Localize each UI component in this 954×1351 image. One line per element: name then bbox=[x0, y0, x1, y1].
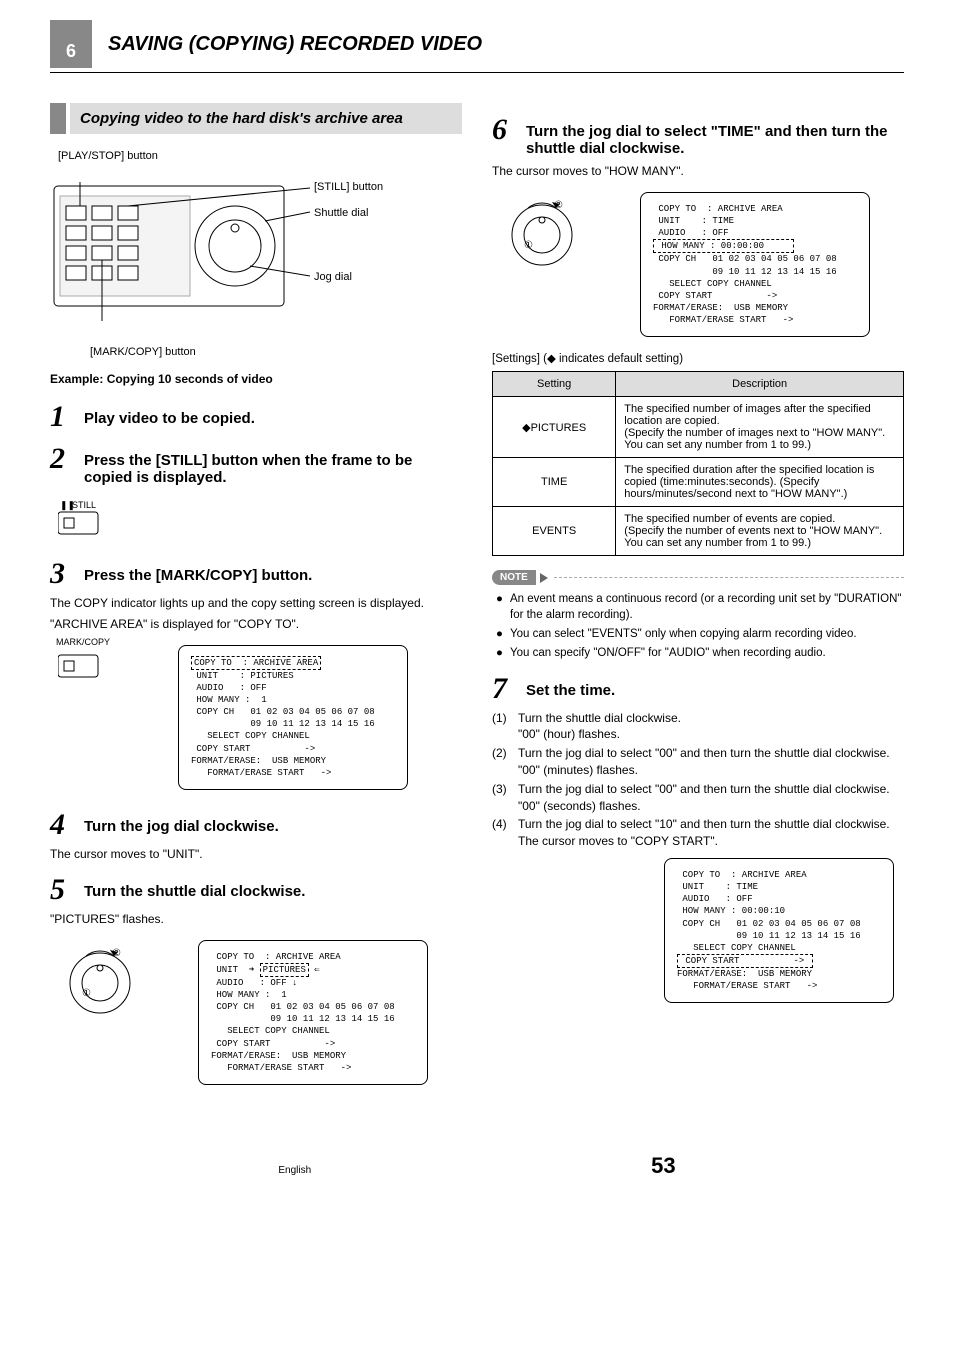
note-item: You can specify "ON/OFF" for "AUDIO" whe… bbox=[496, 645, 904, 661]
settings-caption: [Settings] (◆ indicates default setting) bbox=[492, 351, 904, 365]
step-5-body: "PICTURES" flashes. bbox=[50, 911, 462, 928]
svg-text:②: ② bbox=[112, 948, 121, 959]
step-3-body-2: "ARCHIVE AREA" is displayed for "COPY TO… bbox=[50, 616, 462, 633]
table-row: EVENTS The specified number of events ar… bbox=[493, 507, 904, 556]
substep-num: (1) bbox=[492, 710, 518, 744]
mark-copy-button-svg bbox=[58, 653, 102, 683]
section-heading-text: Copying video to the hard disk's archive… bbox=[70, 103, 462, 134]
substep-num: (2) bbox=[492, 745, 518, 779]
step-4: 4 Turn the jog dial clockwise. bbox=[50, 810, 462, 840]
substep-num: (3) bbox=[492, 781, 518, 815]
settings-table: Setting Description ◆PICTURES The specif… bbox=[492, 371, 904, 556]
step-2: 2 Press the [STILL] button when the fram… bbox=[50, 444, 462, 486]
note-list: An event means a continuous record (or a… bbox=[492, 591, 904, 661]
table-row: TIME The specified duration after the sp… bbox=[493, 458, 904, 507]
step-6-body: The cursor moves to "HOW MANY". bbox=[492, 163, 904, 180]
step-3-text: Press the [MARK/COPY] button. bbox=[84, 559, 312, 584]
label-play-stop: [PLAY/STOP] button bbox=[58, 150, 462, 162]
substep-body: Turn the shuttle dial clockwise. "00" (h… bbox=[518, 710, 904, 744]
device-diagram: [PLAY/STOP] button bbox=[50, 150, 462, 358]
cell-setting: TIME bbox=[493, 458, 616, 507]
step-number: 7 bbox=[492, 674, 514, 704]
step-number: 3 bbox=[50, 559, 72, 589]
label-still: [STILL] button bbox=[314, 181, 383, 193]
step-5: 5 Turn the shuttle dial clockwise. bbox=[50, 875, 462, 905]
svg-text:②: ② bbox=[554, 200, 563, 211]
cell-desc: The specified number of events are copie… bbox=[616, 507, 904, 556]
cell-setting: ◆PICTURES bbox=[493, 397, 616, 458]
step-number: 1 bbox=[50, 402, 72, 432]
step-6-text: Turn the jog dial to select "TIME" and t… bbox=[526, 115, 904, 157]
substep-num: (4) bbox=[492, 816, 518, 850]
note-label: NOTE bbox=[492, 570, 536, 585]
still-button-svg: ❚❚ STILL bbox=[58, 498, 112, 538]
substep-body: Turn the jog dial to select "10" and the… bbox=[518, 816, 904, 850]
cell-desc: The specified duration after the specifi… bbox=[616, 458, 904, 507]
label-shuttle: Shuttle dial bbox=[314, 207, 368, 219]
step-number: 5 bbox=[50, 875, 72, 905]
footer-language: English bbox=[278, 1165, 311, 1176]
example-line: Example: Copying 10 seconds of video bbox=[50, 372, 462, 386]
cell-setting: EVENTS bbox=[493, 507, 616, 556]
mark-copy-label: MARK/COPY bbox=[56, 637, 110, 647]
step-7: 7 Set the time. bbox=[492, 674, 904, 704]
substep-body: Turn the jog dial to select "00" and the… bbox=[518, 745, 904, 779]
left-column: Copying video to the hard disk's archive… bbox=[50, 103, 462, 1093]
step-1-text: Play video to be copied. bbox=[84, 402, 255, 427]
section-heading-bar bbox=[50, 103, 66, 134]
svg-text:STILL: STILL bbox=[72, 500, 96, 510]
step-2-text: Press the [STILL] button when the frame … bbox=[84, 444, 462, 486]
right-column: 6 Turn the jog dial to select "TIME" and… bbox=[492, 103, 904, 1093]
dial-svg-step6: ① ② bbox=[502, 190, 582, 270]
svg-text:①: ① bbox=[524, 240, 533, 251]
step-5-text: Turn the shuttle dial clockwise. bbox=[84, 875, 305, 900]
section-heading: Copying video to the hard disk's archive… bbox=[50, 103, 462, 134]
step-number: 2 bbox=[50, 444, 72, 474]
note-item: You can select "EVENTS" only when copyin… bbox=[496, 626, 904, 642]
osd-step-6: COPY TO : ARCHIVE AREA UNIT : TIME AUDIO… bbox=[640, 192, 870, 337]
osd-step-7: COPY TO : ARCHIVE AREA UNIT : TIME AUDIO… bbox=[664, 858, 894, 1003]
step-1: 1 Play video to be copied. bbox=[50, 402, 462, 432]
step-3: 3 Press the [MARK/COPY] button. bbox=[50, 559, 462, 589]
osd-step-3: COPY TO : ARCHIVE AREA UNIT : PICTURES A… bbox=[178, 645, 408, 790]
note-item: An event means a continuous record (or a… bbox=[496, 591, 904, 623]
note-arrow-icon bbox=[540, 573, 548, 583]
label-jog: Jog dial bbox=[314, 271, 352, 283]
note-header: NOTE bbox=[492, 570, 904, 585]
chapter-title: SAVING (COPYING) RECORDED VIDEO bbox=[108, 33, 482, 56]
step-6: 6 Turn the jog dial to select "TIME" and… bbox=[492, 115, 904, 157]
osd-step-5: COPY TO : ARCHIVE AREA UNIT ➜ PICTURES ⇐… bbox=[198, 940, 428, 1085]
footer-page-number: 53 bbox=[651, 1153, 675, 1179]
table-row: ◆PICTURES The specified number of images… bbox=[493, 397, 904, 458]
step-4-text: Turn the jog dial clockwise. bbox=[84, 810, 279, 835]
device-svg: [STILL] button Shuttle dial Jog dial bbox=[50, 166, 430, 336]
step-7-text: Set the time. bbox=[526, 674, 615, 699]
step-3-body-1: The COPY indicator lights up and the cop… bbox=[50, 595, 462, 612]
note-divider bbox=[554, 577, 904, 578]
substep-body: Turn the jog dial to select "00" and the… bbox=[518, 781, 904, 815]
th-description: Description bbox=[616, 372, 904, 397]
label-mark-copy: [MARK/COPY] button bbox=[90, 346, 462, 358]
th-setting: Setting bbox=[493, 372, 616, 397]
dial-svg-step5: ① ② bbox=[60, 938, 140, 1018]
step-number: 4 bbox=[50, 810, 72, 840]
step-number: 6 bbox=[492, 115, 514, 145]
step-7-substeps: (1)Turn the shuttle dial clockwise. "00"… bbox=[492, 710, 904, 850]
svg-text:①: ① bbox=[82, 988, 91, 999]
step-4-body: The cursor moves to "UNIT". bbox=[50, 846, 462, 863]
chapter-number-box: 6 bbox=[50, 20, 92, 68]
chapter-header: 6 SAVING (COPYING) RECORDED VIDEO bbox=[50, 20, 904, 73]
cell-desc: The specified number of images after the… bbox=[616, 397, 904, 458]
page-footer: English 53 bbox=[50, 1153, 904, 1179]
